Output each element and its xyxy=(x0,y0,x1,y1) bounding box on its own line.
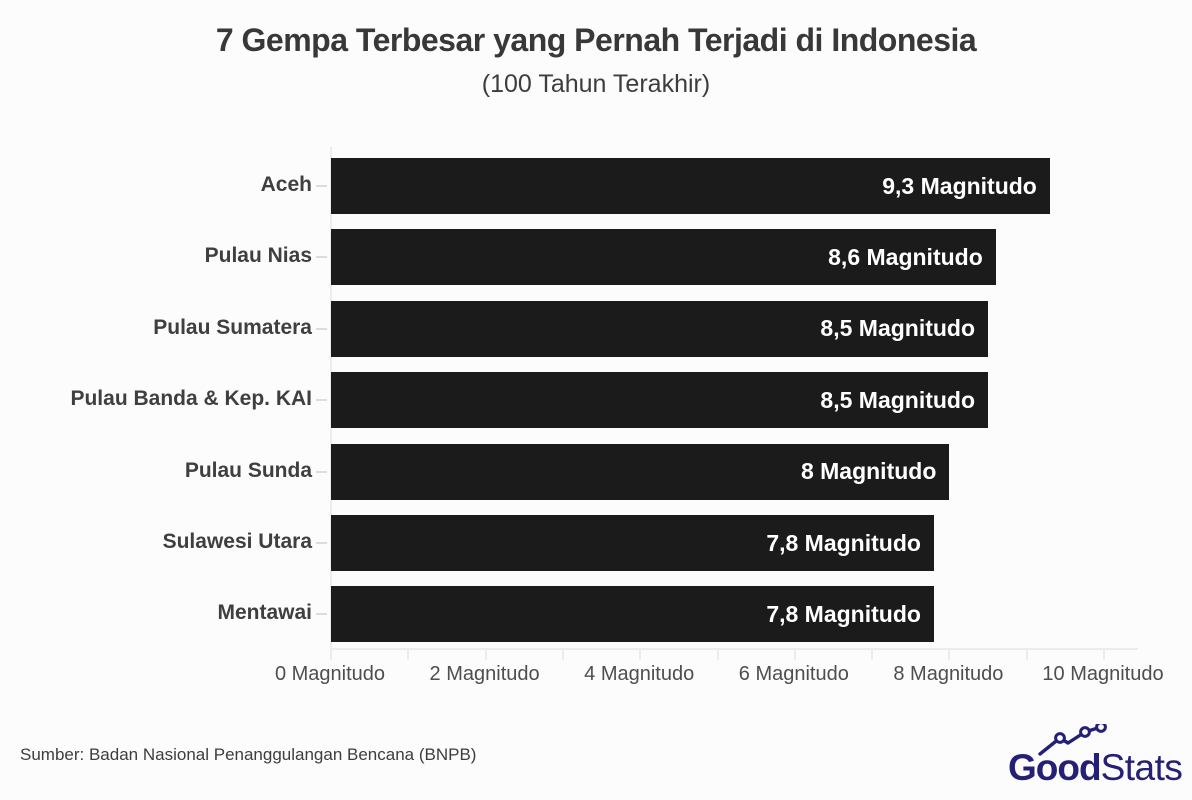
bar: 9,3 Magnitudo xyxy=(331,158,1050,214)
x-axis-tick-label: 4 Magnitudo xyxy=(584,663,695,685)
category-label: Pulau Sunda xyxy=(184,458,312,482)
category-tick xyxy=(316,613,327,616)
x-axis-tick-label: 10 Magnitudo xyxy=(1042,663,1164,685)
bar-value-label: 7,8 Magnitudo xyxy=(766,529,921,556)
x-axis-tick xyxy=(948,650,951,660)
x-axis-tick xyxy=(330,650,332,660)
logo-wordmark: GoodStats xyxy=(1008,747,1183,788)
x-axis-tick xyxy=(1103,650,1105,660)
x-axis-tick xyxy=(871,650,874,660)
x-axis-line xyxy=(330,648,1138,650)
bar-value-label: 8,5 Magnitudo xyxy=(820,386,976,413)
category-tick xyxy=(316,185,327,187)
x-axis-tick-label: 2 Magnitudo xyxy=(429,663,540,685)
category-tick xyxy=(316,542,327,544)
x-axis-tick-label: 8 Magnitudo xyxy=(893,663,1004,685)
category-label: Aceh xyxy=(260,173,312,196)
source-attribution: Sumber: Badan Nasional Penanggulangan Be… xyxy=(20,745,477,764)
bar: 8,6 Magnitudo xyxy=(331,229,996,286)
category-tick xyxy=(316,470,327,473)
category-label: Mentawai xyxy=(217,601,312,625)
bar-value-label: 9,3 Magnitudo xyxy=(882,172,1037,199)
bar-value-label: 8,5 Magnitudo xyxy=(820,315,976,342)
x-axis-tick xyxy=(1025,650,1028,660)
x-axis-tick xyxy=(716,650,719,660)
category-label: Pulau Banda & Kep. KAI xyxy=(70,387,312,411)
category-label: Sulawesi Utara xyxy=(162,530,312,553)
bar-value-label: 8,6 Magnitudo xyxy=(828,243,983,270)
category-tick xyxy=(316,256,327,259)
bar: 8,5 Magnitudo xyxy=(331,372,989,429)
category-label: Pulau Sumatera xyxy=(153,315,312,339)
bar: 7,8 Magnitudo xyxy=(331,515,934,571)
category-tick xyxy=(316,327,327,330)
chart-title: 7 Gempa Terbesar yang Pernah Terjadi di … xyxy=(215,22,977,58)
x-axis-tick xyxy=(484,650,487,660)
x-axis-tick-label: 0 Magnitudo xyxy=(274,663,386,685)
chart-subtitle: (100 Tahun Terakhir) xyxy=(481,70,711,98)
x-axis-tick xyxy=(561,650,564,660)
x-axis-tick xyxy=(793,650,796,660)
x-axis-tick-label: 6 Magnitudo xyxy=(738,663,849,685)
goodstats-logo: GoodStats xyxy=(1008,724,1183,786)
bar-value-label: 8 Magnitudo xyxy=(800,458,937,485)
category-tick xyxy=(316,399,327,402)
bar: 8,5 Magnitudo xyxy=(331,300,989,357)
bar: 7,8 Magnitudo xyxy=(331,586,934,643)
logo-text-good: Good xyxy=(1008,747,1102,788)
x-axis-tick xyxy=(639,650,642,660)
x-axis-tick xyxy=(407,650,410,660)
bar: 8 Magnitudo xyxy=(331,443,950,500)
rising-trend-line-icon xyxy=(1038,724,1107,756)
logo-text-stats: Stats xyxy=(1100,747,1183,788)
bar-value-label: 7,8 Magnitudo xyxy=(766,600,921,627)
category-label: Pulau Nias xyxy=(204,244,312,268)
